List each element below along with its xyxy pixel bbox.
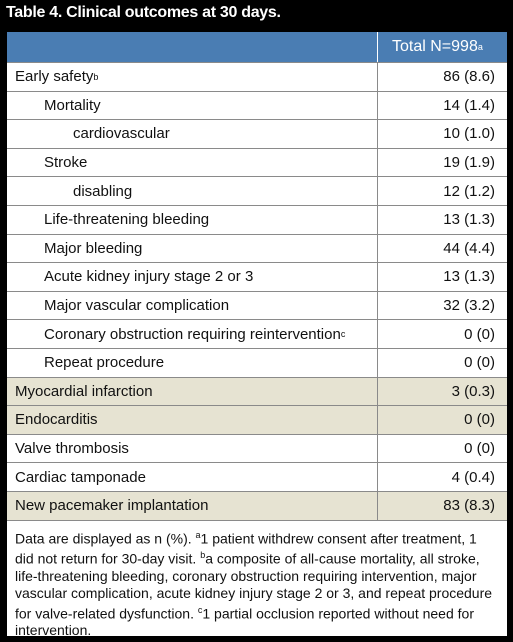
value-cell: 4 (0.4) [378,463,507,491]
footnote-mark: a [477,42,483,52]
row-value: 13 (1.3) [443,211,495,229]
value-cell: 44 (4.4) [378,235,507,263]
row-label: Coronary obstruction requiring reinterve… [44,325,341,343]
label-cell: New pacemaker implantation [7,491,378,520]
row-value: 0 (0) [464,325,495,343]
value-cell: 32 (3.2) [378,292,507,320]
row-value: 19 (1.9) [443,154,495,172]
row-label: Major bleeding [44,239,143,257]
row-label: Valve thrombosis [15,440,129,458]
table-row: disabling 12 (1.2) [7,177,507,206]
label-cell: Endocarditis [7,406,378,434]
table-row: Valve thrombosis 0 (0) [7,434,507,464]
row-label: Early safety [15,68,94,86]
table-row: Coronary obstruction requiring reinterve… [7,320,507,349]
row-label: Major vascular complication [44,297,230,315]
table: Total N=998 a Early safety b 86 (8.6) Mortal… [7,32,507,638]
label-cell: Early safety b [7,63,378,91]
value-cell: 10 (1.0) [378,120,507,148]
footnote-mark: b [200,550,206,561]
label-cell: Major bleeding [7,234,378,263]
row-value: 83 (8.3) [443,497,495,515]
footnote-intro: Data are displayed as n (%). [15,530,192,547]
label-cell: Valve thrombosis [7,434,378,463]
table-row: Myocardial infarction 3 (0.3) [7,377,507,407]
label-cell: Myocardial infarction [7,377,378,406]
footnote-mark: c [340,329,346,340]
footnote-text: 1 patient withdrew consent after treatme… [15,530,477,567]
table-row: Cardiac tamponade 4 (0.4) [7,463,507,492]
header-text: Total N=998 [392,38,478,55]
table-row: Acute kidney injury stage 2 or 3 13 (1.3) [7,263,507,292]
label-cell: Life-threatening bleeding [7,205,378,234]
row-value: 0 (0) [464,354,495,372]
table-row: cardiovascular 10 (1.0) [7,120,507,149]
table-row: Endocarditis 0 (0) [7,406,507,435]
header-cell [7,32,378,62]
table-body: Early safety b 86 (8.6) Mortality 14 (1.4) ca… [7,63,507,521]
row-label: Life-threatening bleeding [44,211,210,229]
row-label: Mortality [44,96,101,114]
value-cell: 86 (8.6) [378,63,507,91]
value-cell: 0 (0) [378,320,507,348]
label-cell: disabling [7,177,378,205]
row-label: Endocarditis [15,411,98,429]
table-row: Early safety b 86 (8.6) [7,63,507,92]
label-cell: Coronary obstruction requiring reinterve… [7,320,378,348]
row-value: 14 (1.4) [443,96,495,114]
header-cell: Total N=998 a [378,32,507,62]
footnote-mark: c [197,604,203,615]
footnote: Data are displayed as n (%). a1 patient … [7,521,507,640]
row-value: 13 (1.3) [443,268,495,286]
label-cell: Repeat procedure [7,348,378,377]
row-label: disabling [73,182,133,200]
label-cell: cardiovascular [7,120,378,148]
table-row: Mortality 14 (1.4) [7,91,507,121]
row-label: Acute kidney injury stage 2 or 3 [44,268,254,286]
value-cell: 3 (0.3) [378,378,507,406]
value-cell: 0 (0) [378,435,507,463]
footnote-text: 1 partial occlusion reported without nee… [15,605,474,639]
value-cell: 0 (0) [378,406,507,434]
row-value: 0 (0) [464,440,495,458]
footnote-text: a composite of all-cause mortality, all … [15,550,493,622]
row-value: 86 (8.6) [443,68,495,86]
value-cell: 83 (8.3) [378,492,507,520]
value-cell: 19 (1.9) [378,149,507,177]
table-row: Stroke 19 (1.9) [7,148,507,178]
table-title: Table 4. Clinical outcomes at 30 days. [6,4,281,21]
label-cell: Major vascular complication [7,291,378,320]
row-value: 0 (0) [464,411,495,429]
row-label: Myocardial infarction [15,382,153,400]
row-label: Stroke [44,154,88,172]
table-row: Major vascular complication 32 (3.2) [7,291,507,321]
header-row: Total N=998 a [7,32,507,63]
table-row: New pacemaker implantation 83 (8.3) [7,491,507,521]
row-value: 44 (4.4) [443,239,495,257]
row-label: New pacemaker implantation [15,497,209,515]
value-cell: 13 (1.3) [378,206,507,234]
value-cell: 12 (1.2) [378,177,507,205]
row-label: Cardiac tamponade [15,468,146,486]
row-label: cardiovascular [73,125,170,143]
value-cell: 0 (0) [378,349,507,377]
row-value: 4 (0.4) [451,468,495,486]
label-cell: Acute kidney injury stage 2 or 3 [7,263,378,291]
table-row: Repeat procedure 0 (0) [7,348,507,378]
label-cell: Stroke [7,148,378,177]
row-value: 10 (1.0) [443,125,495,143]
label-cell: Cardiac tamponade [7,463,378,491]
label-cell: Mortality [7,91,378,120]
row-label: Repeat procedure [44,354,165,372]
table-row: Life-threatening bleeding 13 (1.3) [7,205,507,235]
row-value: 3 (0.3) [451,382,495,400]
table-row: Major bleeding 44 (4.4) [7,234,507,264]
footnote-mark: a [195,529,201,540]
footnote-mark: b [93,71,99,82]
row-value: 12 (1.2) [443,182,495,200]
row-value: 32 (3.2) [443,297,495,315]
value-cell: 14 (1.4) [378,92,507,120]
value-cell: 13 (1.3) [378,263,507,291]
